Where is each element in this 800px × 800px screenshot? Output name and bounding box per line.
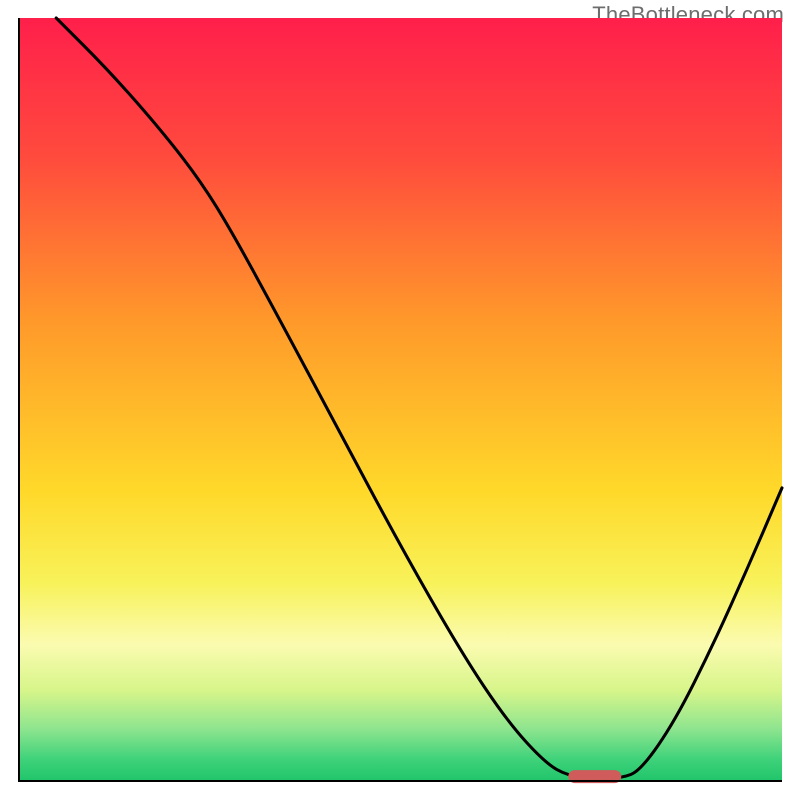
plot-area [18, 18, 782, 782]
bottleneck-curve [18, 18, 782, 782]
optimal-marker [568, 770, 621, 784]
curve-path [56, 18, 782, 778]
bottleneck-chart: TheBottleneck.com [0, 0, 800, 800]
